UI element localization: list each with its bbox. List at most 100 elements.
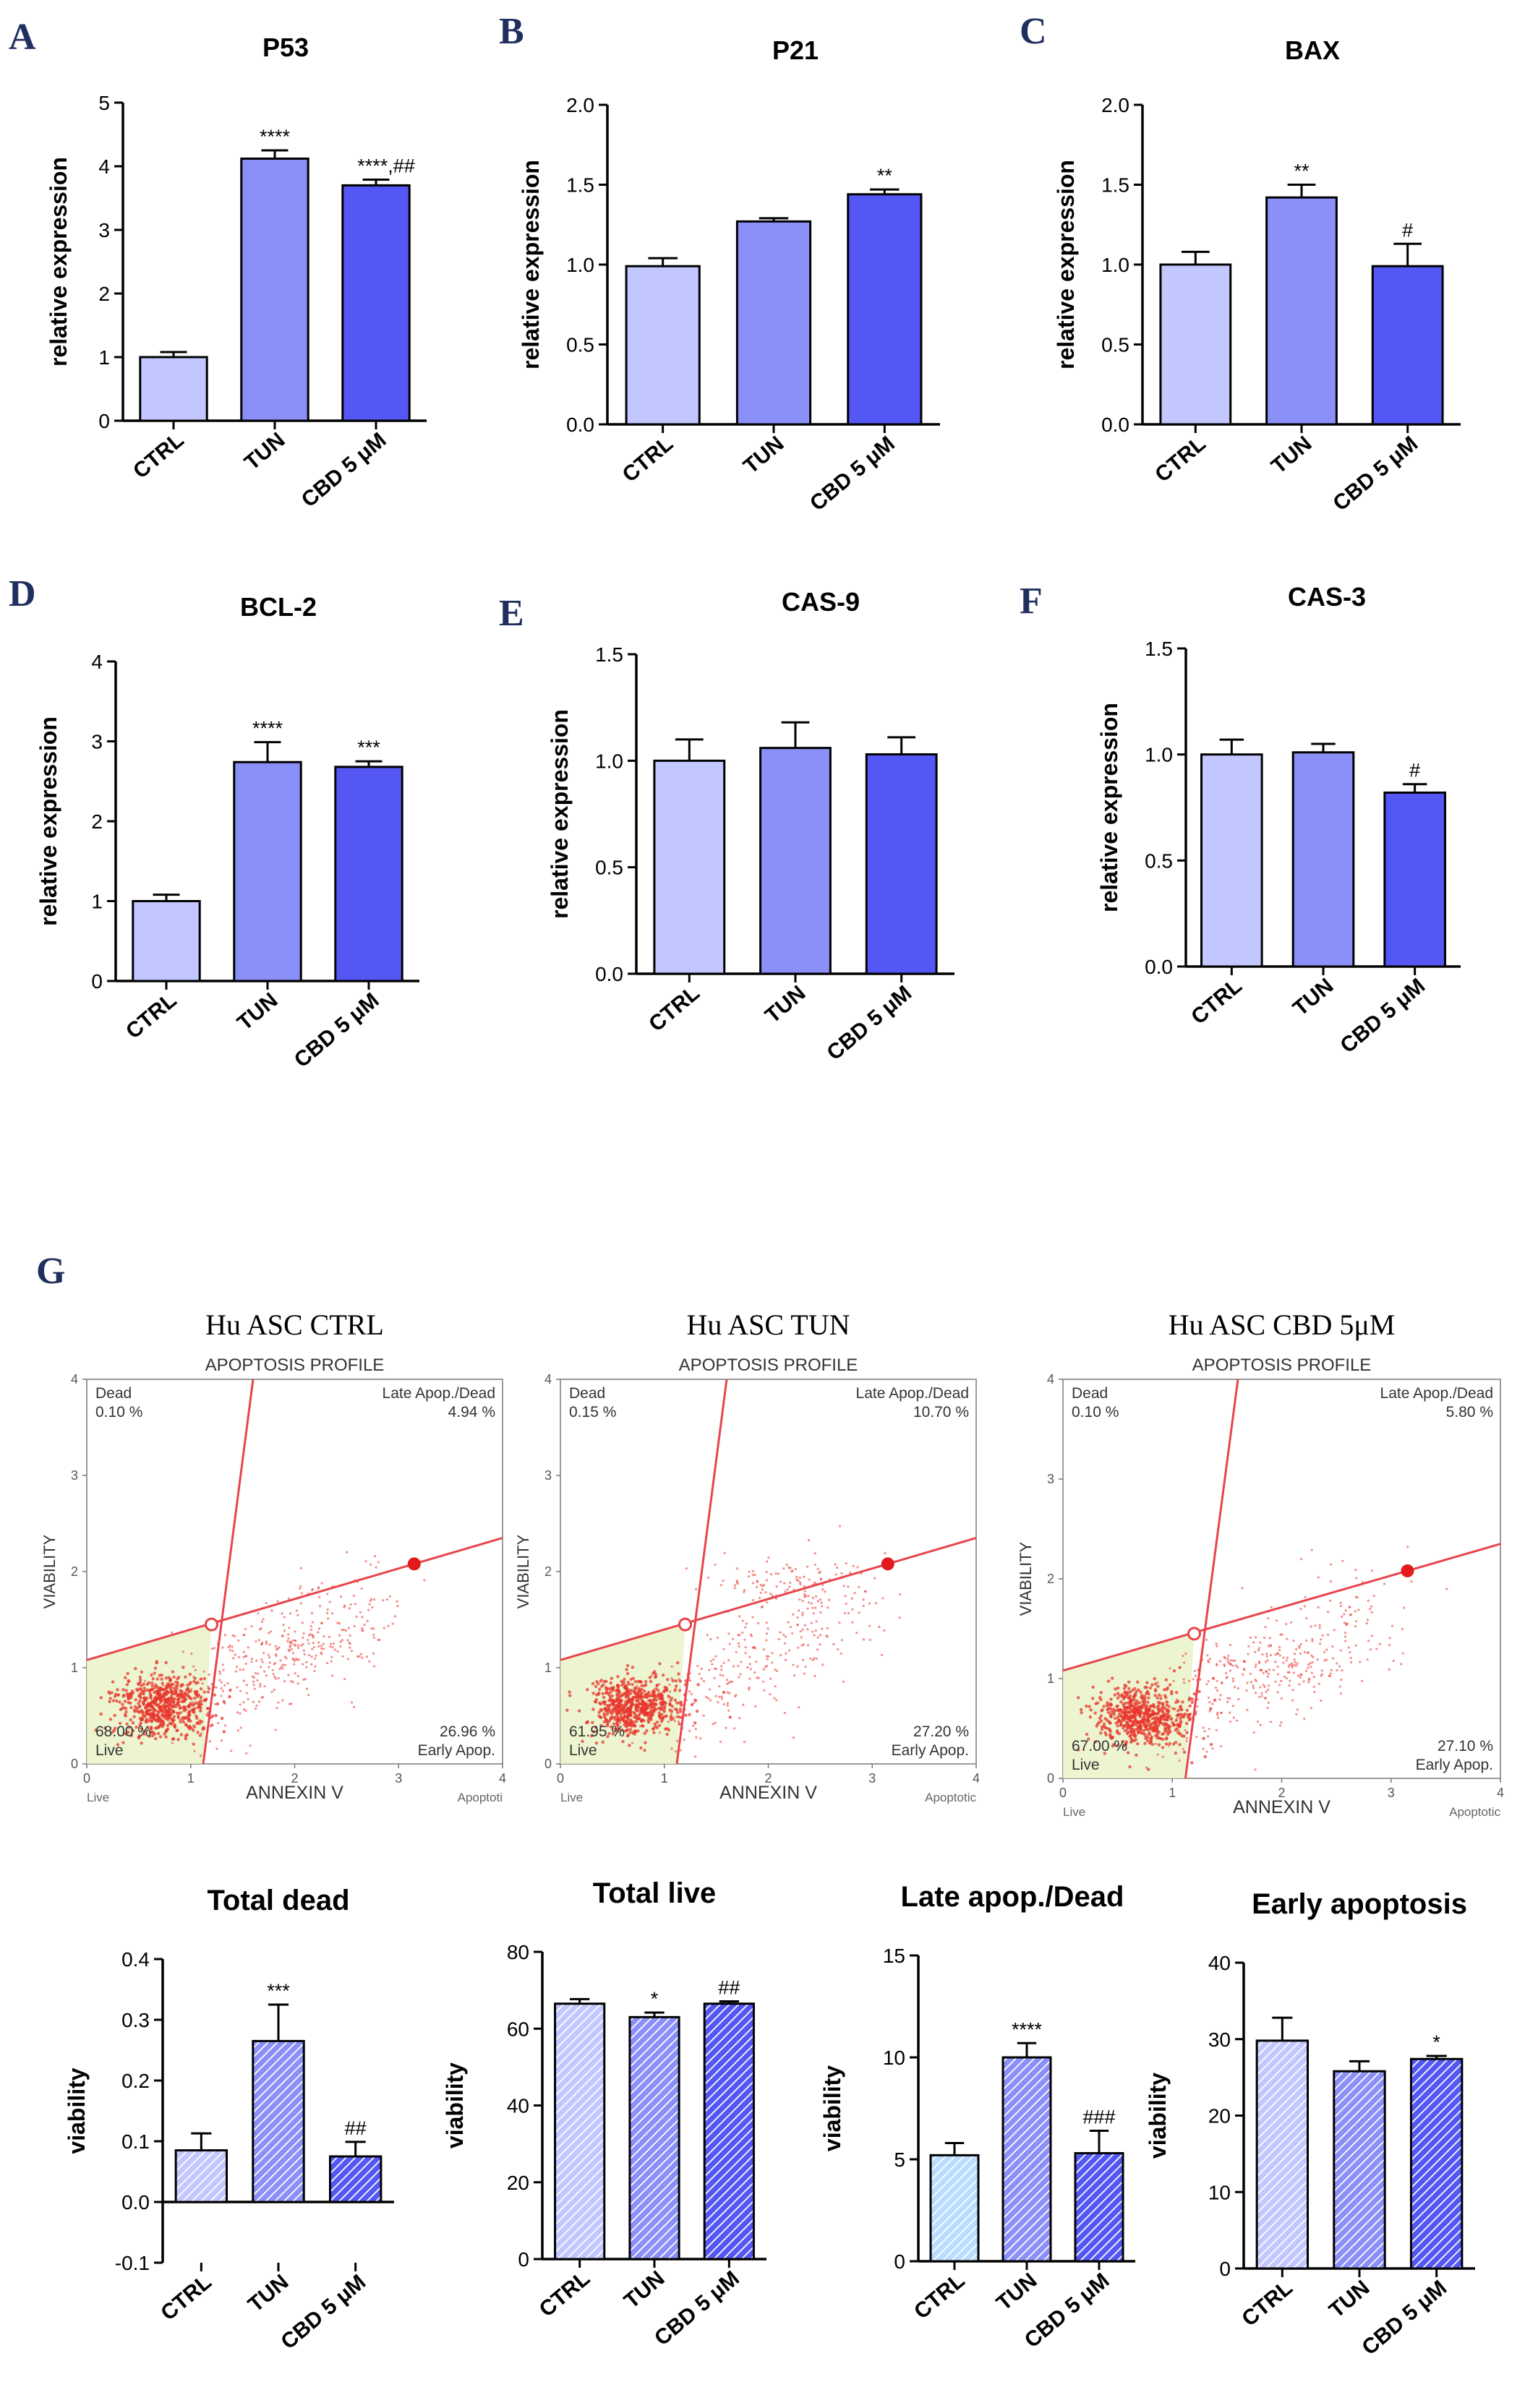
panel-letter-c: C <box>1020 11 1047 52</box>
y-tick-label: 0.5 <box>1145 849 1173 872</box>
panel-letter-d: D <box>9 573 36 614</box>
gate-handle-end <box>407 1557 421 1571</box>
significance-label: ****,## <box>357 155 415 176</box>
x-tick-label: CTRL <box>535 2266 594 2322</box>
quadrant-live-label: Live <box>1072 1757 1100 1773</box>
y-tick-label: 1.0 <box>566 254 594 276</box>
bar-tun <box>1333 2070 1386 2270</box>
y-axis-label: relative expression <box>518 160 544 369</box>
x-tick-label: TUN <box>739 432 788 479</box>
x-tick-label: CTRL <box>121 988 181 1044</box>
significance-label: ## <box>345 2117 367 2139</box>
bar-tun <box>759 747 832 975</box>
bar-chart-bax: BAX relative expression 0.0 0.5 1.0 1.5 2.0 CTR… <box>1053 35 1461 515</box>
quadrant-early-label: Early Apop. <box>892 1742 969 1759</box>
y-tick-label: 3 <box>98 219 110 241</box>
x-end-label-left: Live <box>87 1791 109 1804</box>
bar-chart-p53: P53 relative expression 0 1 2 3 4 5 CTRL TUN **** C… <box>46 33 427 512</box>
significance-label: # <box>1409 760 1420 781</box>
bar-tun <box>240 157 309 422</box>
quadrant-late-label: Late Apop./Dead <box>383 1385 495 1402</box>
y-axis-label: VIABILITY <box>514 1534 532 1608</box>
bar-cbd-5-m <box>341 184 411 422</box>
y-tick-label: 0 <box>518 2248 529 2271</box>
x-tick-label: TUN <box>992 2268 1041 2315</box>
quadrant-late-label: Late Apop./Dead <box>1380 1385 1493 1402</box>
y-tick-label: 0 <box>894 2250 905 2273</box>
gate-line-vertical <box>1184 1379 1239 1779</box>
bar-ctrl <box>132 900 201 982</box>
flow-plot-hu-asc-tun: Hu ASC TUN APOPTOSIS PROFILE 0 1 2 3 4 0 1 2 3 4 ANN… <box>514 1308 980 1804</box>
quadrant-late-value: 5.80 % <box>1446 1404 1493 1421</box>
significance-label: ### <box>1082 2107 1115 2128</box>
bar-ctrl <box>174 2149 228 2203</box>
gate-handle-center <box>678 1617 692 1632</box>
panel-letter-f: F <box>1020 580 1043 622</box>
y-tick-label: 2.0 <box>1101 94 1129 116</box>
event-dots <box>94 1551 426 1757</box>
flow-subtitle: APOPTOSIS PROFILE <box>205 1355 385 1375</box>
y-tick-label: 0 <box>98 410 110 432</box>
y-tick-label: 0.0 <box>566 414 594 436</box>
y-tick-label: 40 <box>507 2095 529 2117</box>
y-tick-label: 0.3 <box>121 2009 150 2031</box>
y-tick-label: 2 <box>1047 1572 1054 1586</box>
quadrant-live-label: Live <box>95 1742 124 1759</box>
x-tick-label: CTRL <box>1187 974 1246 1029</box>
x-tick-label: TUN <box>1325 2276 1374 2323</box>
y-tick-label: 1.5 <box>595 643 623 666</box>
bar-cbd-5-m <box>847 193 923 426</box>
x-axis-label: ANNEXIN V <box>1233 1797 1330 1817</box>
y-axis-label: viability <box>442 2062 468 2148</box>
chart-title: Early apoptosis <box>1252 1888 1467 1920</box>
y-tick-label: 1.5 <box>1101 174 1129 197</box>
chart-title: P53 <box>262 33 309 62</box>
y-tick-label: 4 <box>71 1372 78 1387</box>
x-tick-label: TUN <box>240 428 289 475</box>
y-tick-label: 1 <box>91 891 103 913</box>
bar-chart-cas-3: CAS-3 relative expression 0.0 0.5 1.0 1.5 CTRL… <box>1096 582 1461 1058</box>
y-tick-label: 4 <box>91 651 103 673</box>
y-tick-label: 4 <box>1047 1372 1054 1387</box>
y-tick-label: 0.0 <box>121 2191 150 2214</box>
significance-label: * <box>651 1988 659 2010</box>
y-tick-label: 0.0 <box>595 963 623 985</box>
x-tick-label: 0 <box>83 1771 90 1786</box>
x-tick-label: CBD 5 μM <box>297 428 391 512</box>
y-tick-label: 0.5 <box>1101 334 1129 356</box>
bar-cbd-5-m <box>334 766 403 982</box>
quadrant-late-value: 10.70 % <box>913 1404 969 1421</box>
x-axis-label: ANNEXIN V <box>246 1783 343 1803</box>
gate-line-vertical <box>675 1379 728 1765</box>
bar-tun <box>1291 751 1355 968</box>
y-tick-label: 1.5 <box>1145 638 1173 660</box>
x-tick-label: TUN <box>244 2270 293 2317</box>
y-tick-label: 5 <box>98 92 110 114</box>
x-tick-label: CTRL <box>644 981 704 1037</box>
chart-title: Total live <box>593 1877 716 1909</box>
significance-label: ## <box>718 1977 740 1999</box>
flow-title: Hu ASC TUN <box>687 1308 850 1341</box>
quadrant-dead-label: Dead <box>1072 1385 1108 1402</box>
gate-line-horizontal <box>560 1537 977 1661</box>
y-tick-label: 3 <box>544 1468 552 1483</box>
y-tick-label: 15 <box>883 1945 905 1967</box>
bar-cbd-5-m <box>328 2155 383 2203</box>
significance-label: **** <box>252 718 283 740</box>
y-axis-label: relative expression <box>1096 703 1122 912</box>
x-tick-label: 3 <box>868 1771 876 1786</box>
x-tick-label: CBD 5 μM <box>1336 974 1430 1058</box>
flow-plot-hu-asc-ctrl: Hu ASC CTRL APOPTOSIS PROFILE 0 1 2 3 4 0 1 2 3 4 AN… <box>40 1308 506 1804</box>
panel-letter-a: A <box>9 17 36 58</box>
y-axis-label: relative expression <box>1053 160 1079 369</box>
panel-letter-b: B <box>499 11 524 52</box>
significance-label: *** <box>357 737 380 758</box>
x-tick-label: TUN <box>761 981 810 1028</box>
bar-ctrl <box>1200 753 1263 968</box>
y-axis-label: viability <box>1145 2073 1171 2159</box>
bar-ctrl <box>1159 263 1232 426</box>
y-tick-label: 10 <box>1208 2181 1231 2203</box>
y-tick-label: 1 <box>71 1661 78 1675</box>
